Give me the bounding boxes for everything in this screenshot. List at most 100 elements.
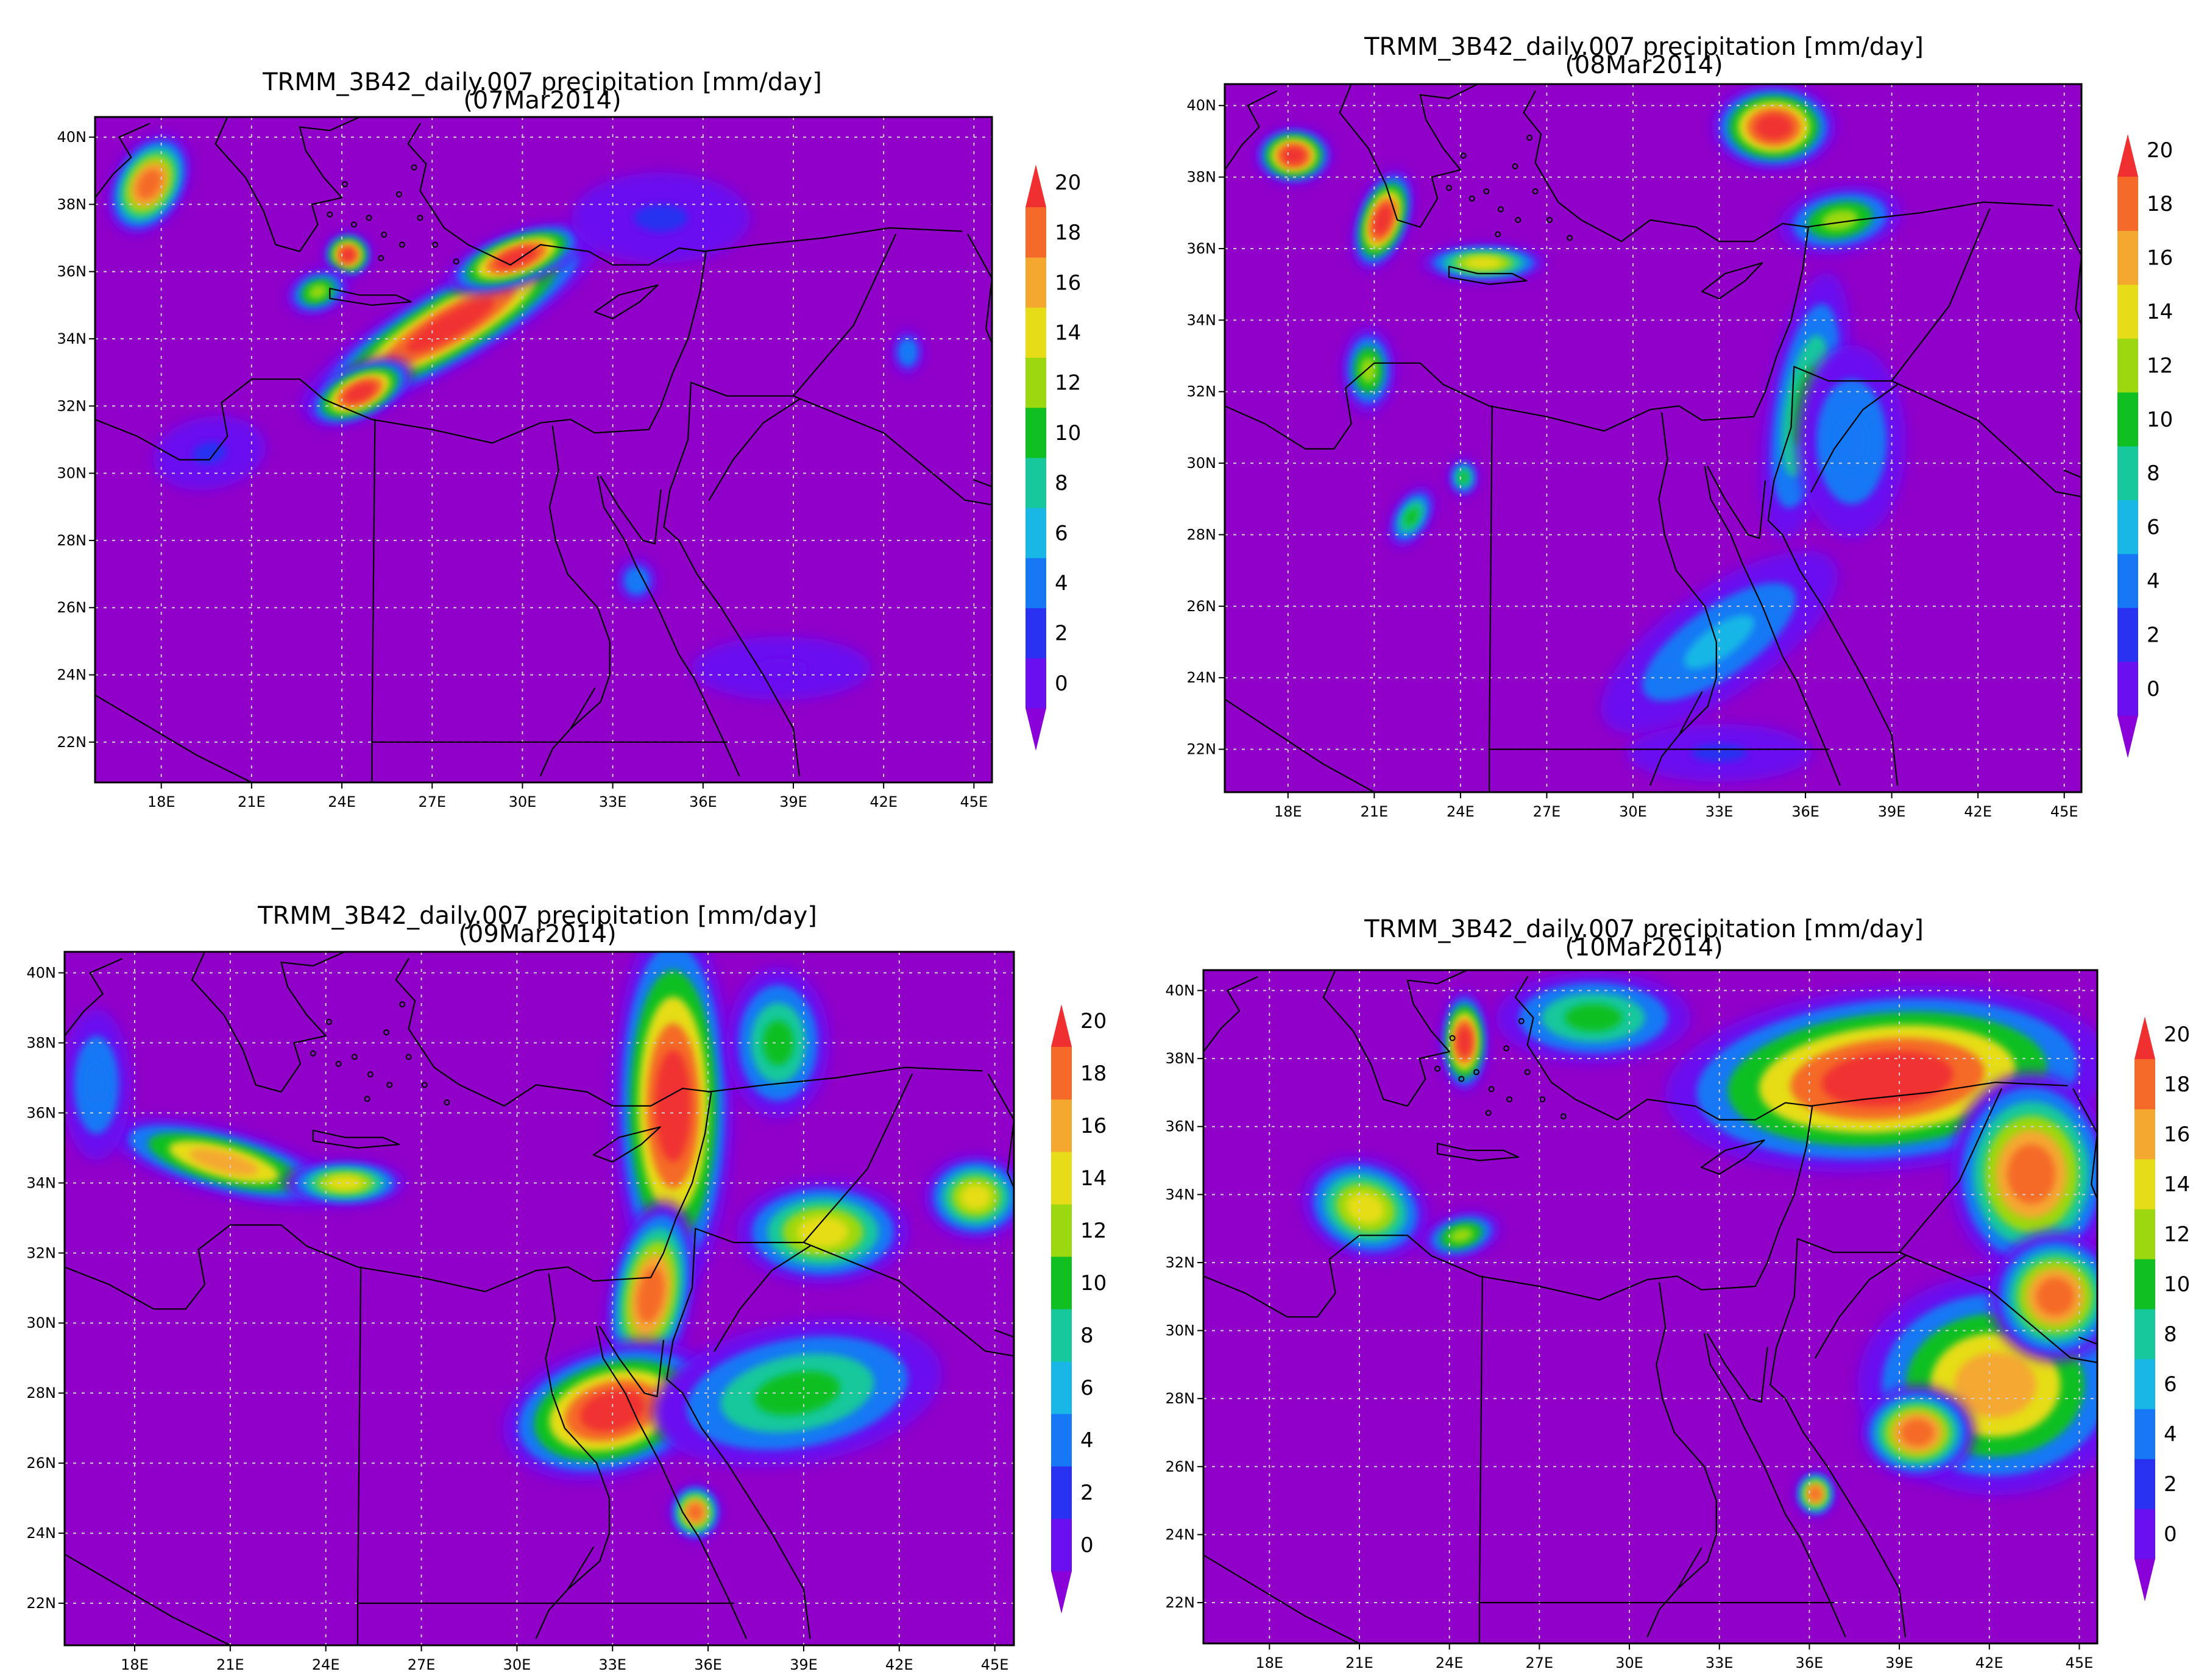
y-tick-label: 22N (1166, 1594, 1196, 1611)
colorbar-segment (1026, 558, 1046, 609)
colorbar: 0 2 4 6 8 10 12 14 16 18 20 (1026, 165, 1081, 751)
colorbar-min-arrow (2117, 715, 2138, 758)
colorbar-label: 14 (2164, 1172, 2190, 1197)
y-tick-label: 32N (1187, 383, 1217, 400)
colorbar-segment (1051, 1519, 1072, 1572)
coastlines-borders (1225, 84, 2081, 792)
x-tick-label: 36E (689, 793, 717, 810)
precip-cell (107, 1117, 341, 1207)
map-area: 18E 21E 24E 27E 30E 33E 36E 39E 42E 45E 22N 24N 26N 2… (1187, 83, 2083, 820)
map-area: 18E 21E 24E 27E 30E 33E 36E 39E 42E 45E 22N 24N 26N 2… (57, 116, 993, 810)
colorbar-segment (1051, 1047, 1072, 1100)
colorbar-label: 20 (2147, 138, 2173, 163)
panel-title: TRMM_3B42_daily.007 precipitation [mm/da… (257, 902, 817, 930)
colorbar-label: 8 (2164, 1322, 2177, 1347)
y-tick-label: 34N (27, 1174, 57, 1191)
precip-cell (1712, 84, 1837, 171)
colorbar-label: 4 (2147, 569, 2160, 594)
colorbar-min-arrow (1026, 708, 1046, 751)
x-tick-label: 45E (2066, 1654, 2094, 1671)
y-tick-label: 28N (1166, 1390, 1196, 1407)
colorbar-label: 6 (2164, 1372, 2177, 1397)
colorbar-label: 6 (2147, 516, 2160, 540)
x-tick-label: 27E (1533, 803, 1561, 820)
colorbar-max-arrow (2117, 134, 2138, 177)
precip-cell (1665, 985, 2097, 1173)
colorbar: 0 2 4 6 8 10 12 14 16 18 20 (2134, 1016, 2190, 1601)
colorbar-segment (2134, 1259, 2155, 1310)
colorbar-segment (2117, 392, 2138, 447)
y-tick-label: 22N (1187, 741, 1217, 758)
y-tick-label: 40N (27, 964, 57, 981)
colorbar-label: 2 (2164, 1472, 2177, 1497)
colorbar-segment (1026, 608, 1046, 659)
panel-date: (08Mar2014) (1565, 51, 1723, 79)
panel-title: TRMM_3B42_daily.007 precipitation [mm/da… (1364, 915, 1924, 943)
x-tick-label: 39E (1878, 803, 1906, 820)
colorbar-max-arrow (1051, 1004, 1072, 1047)
precip-cell (692, 636, 871, 700)
y-tick-label: 24N (27, 1525, 57, 1542)
precip-cell (1601, 550, 1838, 734)
colorbar-label: 2 (2147, 623, 2160, 647)
precip-cell (285, 1159, 405, 1207)
precip-cell (1255, 126, 1333, 185)
colorbar-label: 4 (2164, 1422, 2177, 1447)
colorbar-label: 0 (1080, 1533, 1094, 1558)
y-tick-label: 36N (27, 1104, 57, 1121)
y-tick-label: 30N (1187, 455, 1217, 472)
x-tick-label: 27E (418, 793, 446, 810)
panel-07mar2014: TRMM_3B42_daily.007 precipitation [mm/da… (57, 68, 1082, 810)
colorbar-segment (1051, 1152, 1072, 1205)
colorbar-label: 16 (2164, 1122, 2190, 1147)
x-tick-label: 39E (1885, 1654, 1913, 1671)
colorbar-segment (1026, 257, 1046, 308)
colorbar-segment (1051, 1256, 1072, 1310)
x-tick-label: 45E (2050, 803, 2078, 820)
colorbar-segment (2134, 1059, 2155, 1110)
x-tick-label: 36E (1796, 1654, 1824, 1671)
colorbar-min-arrow (2134, 1559, 2155, 1601)
x-tick-label: 42E (1975, 1654, 2003, 1671)
colorbar-label: 10 (2147, 408, 2173, 432)
colorbar-segment (2134, 1309, 2155, 1359)
colorbar-label: 20 (2164, 1023, 2190, 1047)
colorbar-segment (1026, 458, 1046, 508)
colorbar-label: 14 (1055, 321, 1081, 346)
precip-cell (1950, 1073, 2097, 1275)
y-tick-label: 38N (57, 196, 87, 213)
colorbar-segment (1051, 1204, 1072, 1257)
x-tick-label: 30E (503, 1656, 531, 1673)
colorbar-label: 18 (1055, 221, 1081, 245)
precip-cell (891, 329, 924, 375)
panel-date: (09Mar2014) (458, 920, 616, 948)
x-tick-label: 30E (1619, 803, 1647, 820)
precip-cell (1626, 723, 1813, 782)
y-tick-label: 26N (27, 1455, 57, 1472)
precip-cell (726, 967, 830, 1119)
precip-cell (571, 172, 751, 263)
colorbar-segment (1026, 657, 1046, 709)
colorbar-label: 4 (1080, 1428, 1094, 1453)
precip-cell (616, 558, 657, 604)
colorbar-label: 6 (1080, 1376, 1094, 1400)
x-tick-label: 33E (598, 1656, 626, 1673)
colorbar-label: 20 (1055, 171, 1081, 195)
colorbar-label: 10 (2164, 1272, 2190, 1297)
colorbar-label: 0 (2164, 1522, 2177, 1547)
x-tick-label: 21E (1345, 1654, 1373, 1671)
colorbar-segment (1026, 307, 1046, 358)
colorbar-label: 2 (1055, 622, 1068, 646)
y-tick-label: 24N (1166, 1526, 1196, 1543)
colorbar-segment (1051, 1466, 1072, 1519)
x-tick-label: 39E (779, 793, 807, 810)
colorbar-segment (2134, 1209, 2155, 1260)
y-tick-label: 38N (1166, 1050, 1196, 1067)
y-tick-label: 28N (1187, 526, 1217, 543)
precip-cell (65, 1009, 131, 1161)
colorbar-max-arrow (1026, 165, 1046, 207)
colorbar-segment (2117, 177, 2138, 231)
precip-cell (1496, 971, 1691, 1064)
x-tick-label: 21E (238, 793, 266, 810)
y-tick-label: 22N (27, 1595, 57, 1612)
